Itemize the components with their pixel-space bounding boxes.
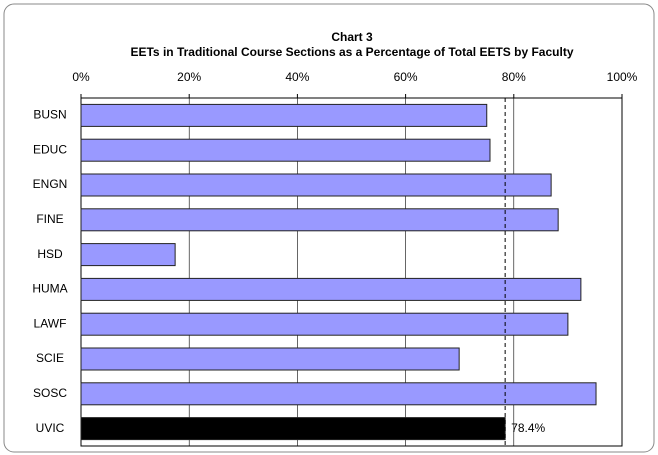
bar	[80, 208, 559, 232]
bar	[80, 417, 506, 441]
bar	[80, 312, 569, 336]
y-tick-label: FINE	[36, 212, 63, 226]
y-tick-label: HUMA	[32, 282, 67, 296]
x-tick-label: 40%	[285, 70, 309, 84]
bar	[80, 103, 488, 127]
y-tick-label: ENGN	[33, 177, 68, 191]
y-tick-label: LAWF	[34, 316, 67, 330]
x-tick-label: 100%	[607, 70, 638, 84]
bar	[80, 173, 552, 197]
y-tick-label: UVIC	[36, 421, 65, 435]
chart-title: Chart 3	[331, 30, 373, 44]
y-tick-label: EDUC	[33, 142, 67, 156]
x-tick-label: 0%	[72, 70, 90, 84]
bar	[80, 382, 597, 406]
y-tick-label: SCIE	[36, 351, 64, 365]
y-tick-label: SOSC	[33, 386, 67, 400]
bar	[80, 347, 460, 371]
bar	[80, 243, 176, 267]
value-label: 78.4%	[511, 421, 545, 435]
bar	[80, 138, 491, 162]
x-tick-label: 80%	[502, 70, 526, 84]
y-tick-label: BUSN	[33, 108, 66, 122]
chart-subtitle: EETs in Traditional Course Sections as a…	[130, 45, 573, 59]
bar	[80, 277, 582, 301]
x-tick-label: 20%	[177, 70, 201, 84]
x-tick-label: 60%	[394, 70, 418, 84]
y-tick-label: HSD	[37, 247, 63, 261]
